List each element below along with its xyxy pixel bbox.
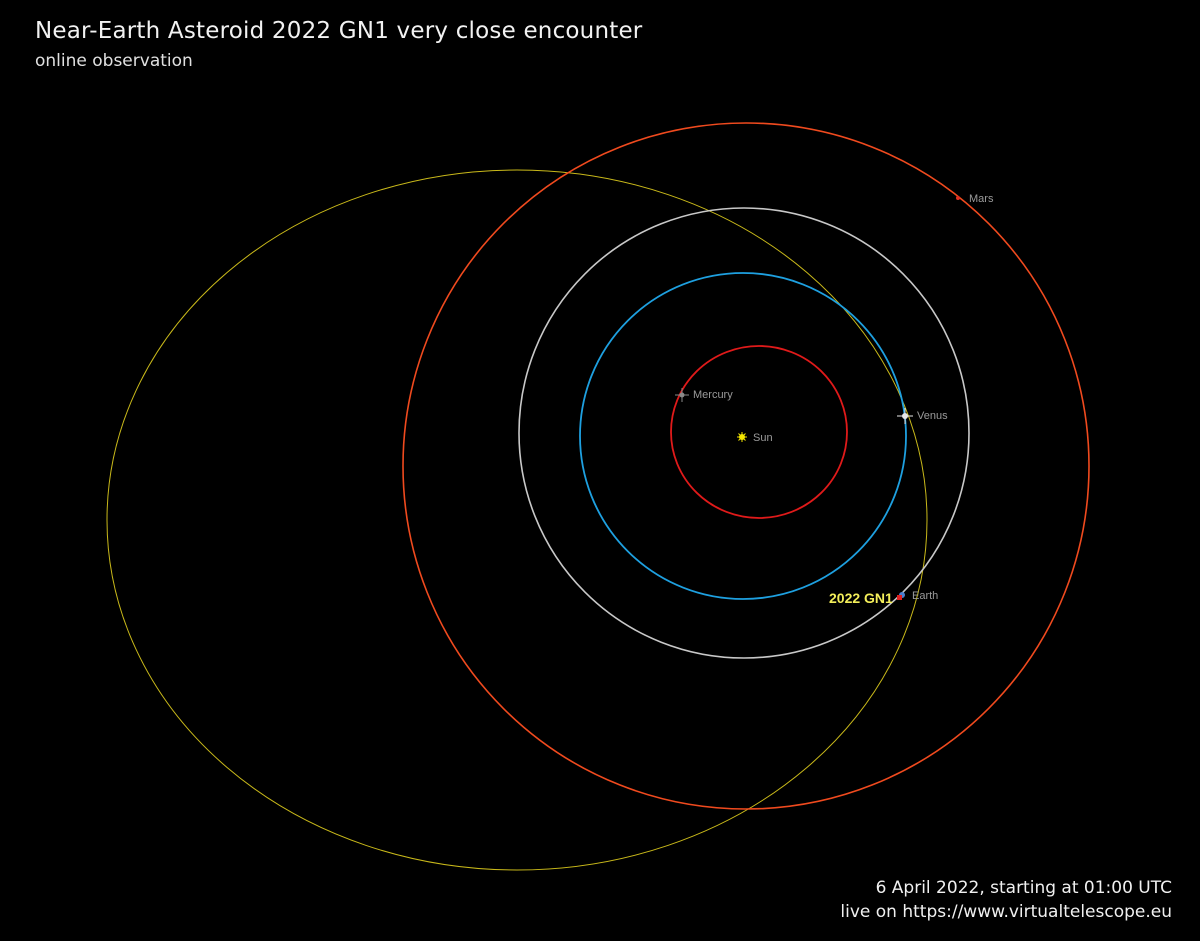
asteroid-label: 2022 GN1 <box>829 590 893 606</box>
mars-orbit <box>402 122 1090 810</box>
sun-label: Sun <box>753 432 773 444</box>
venus-marker <box>897 408 913 424</box>
earth-label: Earth <box>912 590 938 602</box>
mercury-marker <box>675 388 689 402</box>
mars-marker <box>956 196 960 200</box>
venus-label: Venus <box>917 410 948 422</box>
event-url: live on https://www.virtualtelescope.eu <box>840 902 1172 922</box>
venus-orbit <box>579 272 907 600</box>
earth-orbit <box>518 207 970 659</box>
mercury-orbit <box>670 345 848 519</box>
asteroid-orbit <box>106 169 928 871</box>
asteroid-marker <box>897 595 902 600</box>
page-title: Near-Earth Asteroid 2022 GN1 very close … <box>35 18 643 44</box>
event-date: 6 April 2022, starting at 01:00 UTC <box>875 878 1172 898</box>
page-subtitle: online observation <box>35 51 193 71</box>
mercury-label: Mercury <box>693 389 733 401</box>
mars-label: Mars <box>969 193 994 205</box>
sun-marker <box>737 432 747 442</box>
